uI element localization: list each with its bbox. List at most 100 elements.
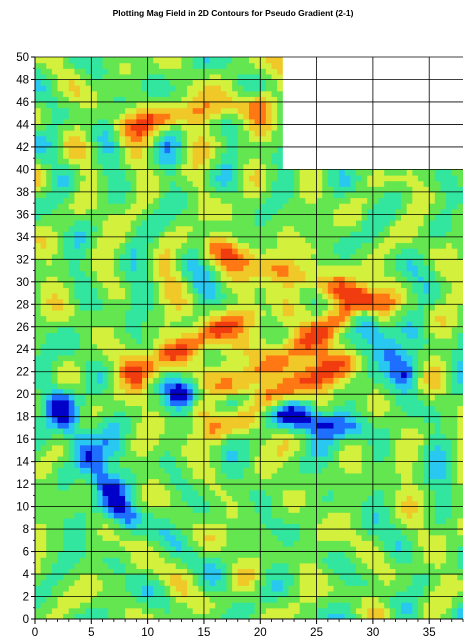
contour-cell xyxy=(40,411,47,418)
contour-cell xyxy=(203,163,211,170)
contour-cell xyxy=(220,214,228,221)
contour-cell xyxy=(288,293,295,300)
contour-cell xyxy=(226,489,233,496)
contour-cell xyxy=(265,495,273,502)
contour-cell xyxy=(147,62,154,69)
contour-cell xyxy=(282,545,290,553)
contour-cell xyxy=(130,545,137,553)
contour-cell xyxy=(254,338,261,345)
contour-cell xyxy=(209,405,216,412)
contour-cell xyxy=(113,433,121,440)
contour-cell xyxy=(63,293,70,300)
contour-cell xyxy=(265,354,273,362)
contour-cell xyxy=(288,152,295,159)
contour-cell xyxy=(74,242,81,249)
contour-cell xyxy=(260,512,267,519)
contour-cell xyxy=(96,304,104,311)
contour-cell xyxy=(113,169,121,176)
contour-cell xyxy=(288,472,295,480)
contour-cell xyxy=(232,287,239,294)
contour-cell xyxy=(136,197,143,204)
contour-cell xyxy=(136,484,143,491)
contour-cell xyxy=(232,101,239,109)
contour-cell xyxy=(147,529,154,536)
contour-cell xyxy=(96,57,104,64)
contour-cell xyxy=(254,472,261,480)
contour-cell xyxy=(282,478,290,485)
contour-cell xyxy=(63,57,70,64)
contour-cell xyxy=(142,562,149,570)
contour-cell xyxy=(46,461,53,468)
contour-cell xyxy=(102,130,109,137)
contour-cell xyxy=(170,422,177,429)
contour-cell xyxy=(288,326,295,333)
contour-cell xyxy=(203,264,211,272)
contour-cell xyxy=(158,506,166,513)
contour-cell xyxy=(96,163,104,170)
contour-cell xyxy=(158,343,166,350)
contour-cell xyxy=(198,343,205,350)
contour-cell xyxy=(125,332,132,339)
contour-cell xyxy=(57,57,64,64)
contour-cell xyxy=(310,523,318,530)
contour-cell xyxy=(192,214,199,221)
contour-cell xyxy=(147,85,154,92)
contour-cell xyxy=(220,219,228,227)
contour-cell xyxy=(147,135,154,142)
contour-cell xyxy=(215,371,222,378)
contour-cell xyxy=(113,427,121,435)
contour-cell xyxy=(108,309,115,317)
contour-cell xyxy=(136,130,143,137)
contour-cell xyxy=(46,315,53,322)
contour-cell xyxy=(288,568,295,575)
contour-cell xyxy=(46,422,53,429)
contour-cell xyxy=(294,287,301,294)
contour-cell xyxy=(51,377,59,384)
contour-cell xyxy=(198,562,205,570)
contour-cell xyxy=(35,371,42,378)
contour-cell xyxy=(220,208,228,215)
contour-cell xyxy=(294,472,301,480)
contour-cell xyxy=(277,416,284,423)
contour-cell xyxy=(153,523,160,530)
contour-cell xyxy=(277,298,284,305)
contour-cell xyxy=(192,506,199,513)
contour-cell xyxy=(147,461,154,468)
contour-cell xyxy=(226,411,233,418)
contour-cell xyxy=(277,169,284,176)
contour-cell xyxy=(147,602,154,609)
contour-cell xyxy=(153,613,160,619)
contour-cell xyxy=(119,366,126,373)
contour-cell xyxy=(147,309,154,317)
contour-cell xyxy=(254,394,261,401)
contour-cell xyxy=(305,602,312,609)
contour-cell xyxy=(119,208,126,215)
contour-cell xyxy=(282,472,290,480)
contour-cell xyxy=(243,523,250,530)
contour-cell xyxy=(40,596,47,603)
contour-cell xyxy=(125,146,132,154)
contour-cell xyxy=(170,180,177,187)
contour-cell xyxy=(153,163,160,170)
contour-cell xyxy=(249,399,256,407)
contour-cell xyxy=(220,411,228,418)
contour-cell xyxy=(125,191,132,199)
contour-cell xyxy=(57,590,64,598)
contour-cell xyxy=(305,259,312,266)
contour-cell xyxy=(170,57,177,64)
contour-cell xyxy=(158,523,166,530)
contour-cell xyxy=(260,461,267,468)
contour-cell xyxy=(35,253,42,260)
contour-cell xyxy=(305,124,312,131)
contour-cell xyxy=(136,231,143,238)
contour-cell xyxy=(80,545,87,553)
contour-cell xyxy=(91,304,98,311)
contour-cell xyxy=(215,90,222,97)
contour-cell xyxy=(209,590,216,598)
contour-cell xyxy=(305,562,312,570)
contour-cell xyxy=(51,293,59,300)
contour-cell xyxy=(181,281,188,289)
contour-cell xyxy=(271,180,278,187)
contour-cell xyxy=(294,607,301,614)
contour-cell xyxy=(187,444,194,451)
